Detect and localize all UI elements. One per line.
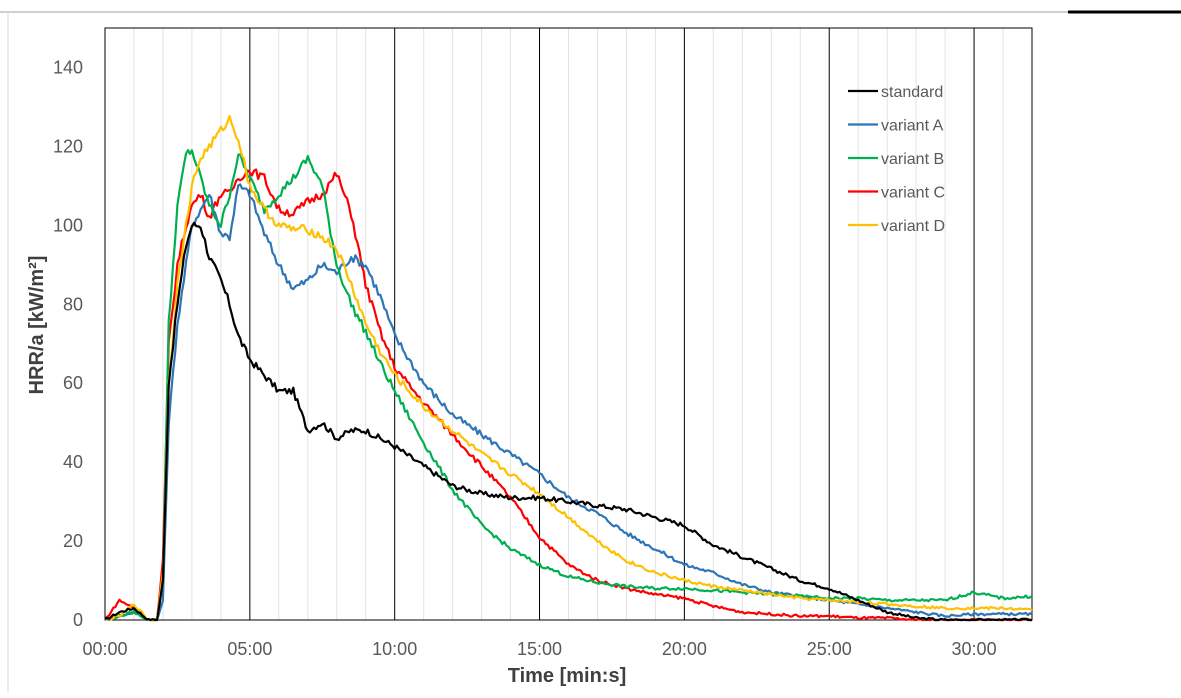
legend-label: standard [881, 84, 943, 101]
y-tick-label: 100 [53, 215, 83, 235]
legend: standard variant A variant B variant C varia… [848, 84, 945, 235]
x-tick-label: 05:00 [227, 639, 272, 659]
y-tick-label: 120 [53, 136, 83, 156]
y-tick-label: 40 [63, 452, 83, 472]
x-tick-label: 10:00 [372, 639, 417, 659]
legend-label: variant C [881, 185, 945, 202]
y-tick-label: 20 [63, 531, 83, 551]
grid [133, 28, 1004, 620]
series-line-standard [104, 221, 1032, 622]
x-tick-label: 15:00 [517, 639, 562, 659]
legend-label: variant D [881, 218, 945, 235]
y-tick-label: 0 [73, 610, 83, 630]
legend-label: variant B [881, 151, 944, 168]
y-tick-label: 80 [63, 294, 83, 314]
x-tick-labels: 00:00 05:00 10:00 15:00 20:00 25:00 30:00 [82, 639, 996, 659]
series-layer [104, 114, 1033, 622]
y-tick-label: 60 [63, 373, 83, 393]
y-axis-title: HRR/a [kW/m²] [26, 256, 48, 395]
plot-area [104, 27, 1033, 621]
x-axis-title: Time [min:s] [508, 665, 627, 687]
x-tick-label: 00:00 [82, 639, 127, 659]
x-tick-label: 30:00 [952, 639, 997, 659]
y-tick-labels: 0 20 40 60 80 100 120 140 [53, 57, 83, 630]
series-line-variant-D [104, 114, 1033, 622]
series-line-variant-C [104, 168, 1032, 622]
series-line-variant-A [104, 183, 1033, 622]
legend-label: variant A [881, 118, 944, 135]
series-line-variant-B [104, 149, 1033, 622]
y-tick-label: 140 [53, 57, 83, 77]
x-tick-label: 20:00 [662, 639, 707, 659]
x-tick-label: 25:00 [807, 639, 852, 659]
